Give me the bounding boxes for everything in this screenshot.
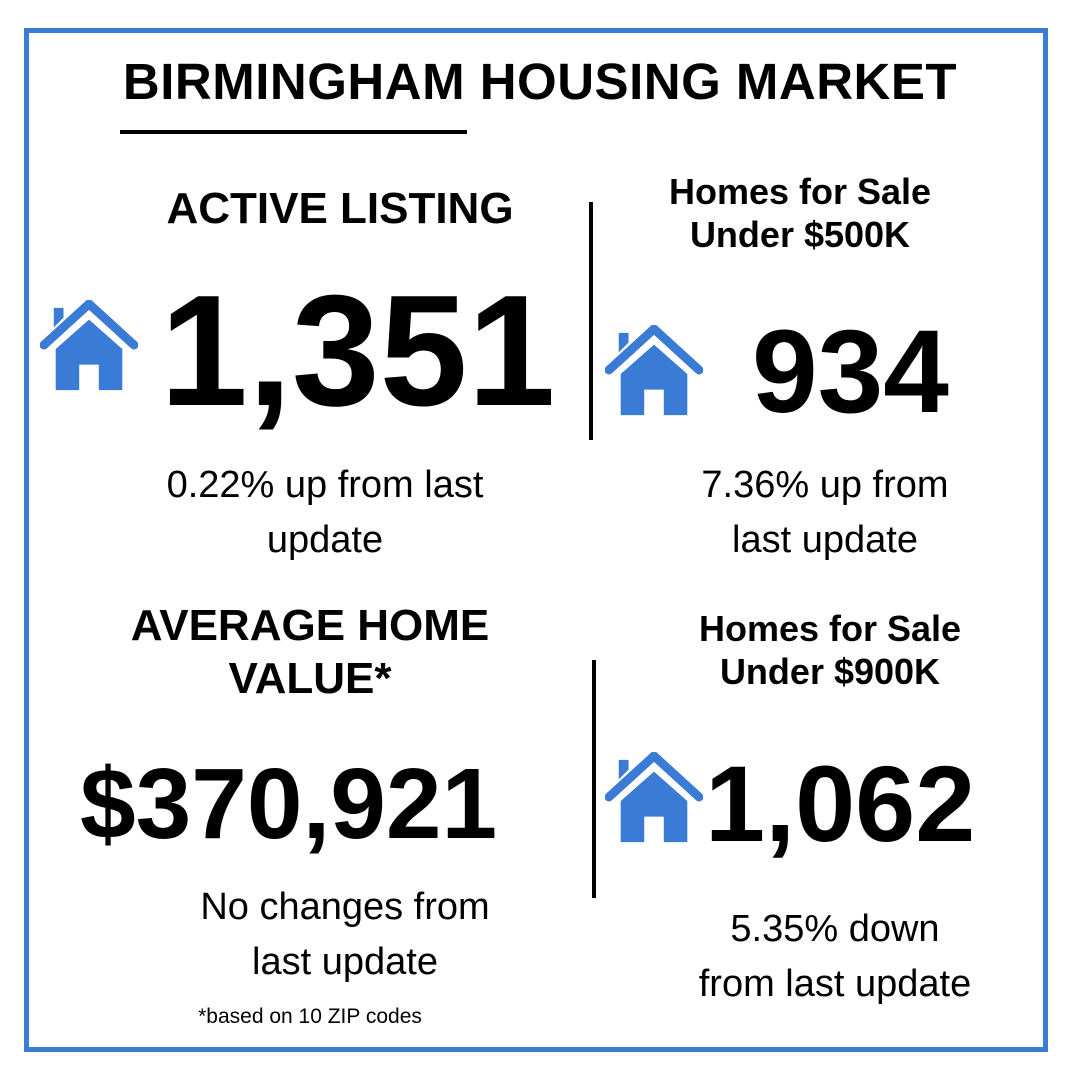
house-icon xyxy=(40,300,138,391)
title-underline xyxy=(120,130,467,134)
under-900k-heading-line2: Under $900K xyxy=(719,651,941,693)
active-listing-change-line2: update xyxy=(266,519,384,562)
under-900k-heading: Homes for Sale Under $900K xyxy=(640,607,1020,693)
under-900k-change-line2: from last update xyxy=(698,963,972,1006)
blue-frame xyxy=(24,28,1048,1052)
active-listing-value: 1,351 xyxy=(160,263,556,439)
average-home-value-heading-line1: AVERAGE HOME xyxy=(130,601,490,650)
under-900k-change: 5.35% down from last update xyxy=(650,902,1020,1012)
active-listing-change: 0.22% up from last update xyxy=(120,458,530,568)
under-900k-value: 1,062 xyxy=(705,743,976,864)
under-900k-heading-line1: Homes for Sale xyxy=(698,608,962,649)
under-500k-heading-line2: Under $500K xyxy=(689,214,911,256)
page-title: BIRMINGHAM HOUSING MARKET xyxy=(122,53,958,110)
average-home-value-change-line1: No changes from xyxy=(200,886,490,928)
average-home-value-heading: AVERAGE HOME VALUE* xyxy=(90,600,530,706)
active-listing-change-line1: 0.22% up from last xyxy=(166,464,484,506)
under-500k-heading-line1: Homes for Sale xyxy=(668,171,932,212)
under-500k-change-line2: last update xyxy=(732,519,918,562)
bottom-divider xyxy=(592,660,596,898)
under-500k-heading: Homes for Sale Under $500K xyxy=(610,170,990,256)
top-divider xyxy=(589,202,593,440)
under-900k-change-line1: 5.35% down xyxy=(730,908,940,950)
footnote: *based on 10 ZIP codes xyxy=(198,1005,422,1028)
under-500k-change-line1: 7.36% up from xyxy=(701,464,949,506)
average-home-value-change-line2: last update xyxy=(252,941,438,984)
average-home-value-change: No changes from last update xyxy=(160,880,530,990)
active-listing-heading: ACTIVE LISTING xyxy=(166,184,514,233)
house-icon xyxy=(605,325,703,416)
under-500k-change: 7.36% up from last update xyxy=(650,458,1000,568)
average-home-value: $370,921 xyxy=(80,748,498,860)
under-500k-value: 934 xyxy=(752,306,949,438)
average-home-value-heading-line2: VALUE* xyxy=(228,653,392,703)
house-icon xyxy=(605,752,703,843)
